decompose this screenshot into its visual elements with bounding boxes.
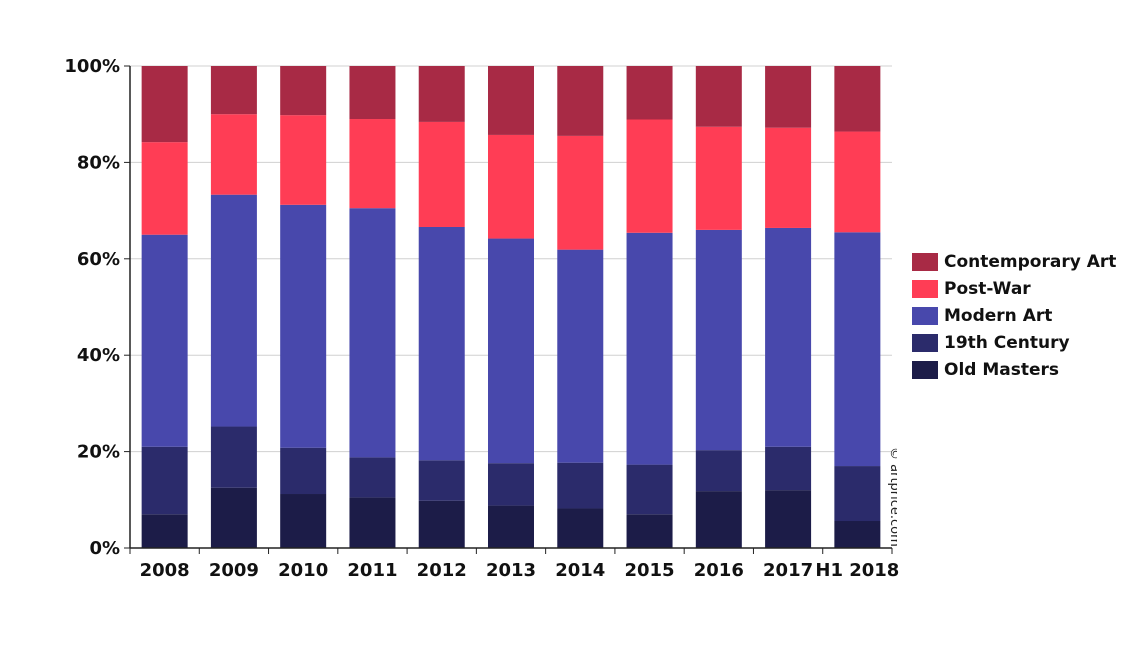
x-tick-label: 2008: [140, 560, 190, 581]
y-tick-labels: 0% 20% 40% 60% 80% 100%: [64, 56, 120, 559]
bar-segment: [210, 487, 257, 548]
bar-segment: [557, 66, 604, 136]
bar-segment: [626, 119, 673, 233]
legend-item: Post-War: [912, 275, 1116, 302]
bar-segment: [141, 234, 188, 447]
credit-text: © artprice.com: [887, 447, 897, 547]
y-tick-label: 0%: [89, 538, 120, 559]
bar-segment: [765, 66, 812, 128]
legend-item: Modern Art: [912, 302, 1116, 329]
bar-segment: [765, 227, 812, 447]
legend-label: Post-War: [944, 278, 1031, 299]
bar-segment: [695, 491, 742, 548]
legend-swatch: [912, 333, 938, 352]
bar-segment: [488, 66, 534, 135]
x-tick-label: 2009: [209, 560, 259, 581]
bar-segment: [834, 466, 881, 522]
y-tick-label: 60%: [77, 249, 120, 270]
bar-segment: [418, 460, 465, 501]
bar-segment: [280, 494, 327, 548]
bar-segment: [695, 450, 742, 492]
x-tick-label: 2017: [763, 560, 813, 581]
bar-segment: [695, 126, 742, 230]
bar-segment: [210, 426, 257, 488]
y-tick-label: 80%: [77, 152, 120, 173]
bar-segment: [834, 521, 881, 548]
bar-segment: [349, 457, 396, 498]
x-tick-label: H1 2018: [815, 560, 899, 581]
bar-segment: [834, 66, 881, 132]
bar-segment: [488, 134, 534, 239]
bar-segment: [834, 131, 881, 233]
legend-label: Modern Art: [944, 305, 1053, 326]
legend-swatch: [912, 252, 938, 271]
legend-swatch: [912, 360, 938, 379]
bar-segment: [349, 208, 396, 458]
bar-segment: [557, 249, 604, 463]
bar-segment: [626, 514, 673, 548]
bar-segment: [210, 66, 257, 115]
bar-segment: [488, 238, 534, 464]
x-tick-label: 2014: [555, 560, 605, 581]
bar-segment: [557, 135, 604, 250]
bar-segment: [349, 66, 396, 120]
x-tick-labels: 2008 2009 2010 2011 2012 2013 2014 2015 2016 2017…: [140, 560, 900, 581]
bar-segment: [557, 508, 604, 548]
axes: [124, 65, 893, 554]
bar-segment: [626, 464, 673, 515]
bar-segment: [695, 229, 742, 451]
x-tick-label: 2016: [694, 560, 744, 581]
legend-swatch: [912, 306, 938, 325]
x-tick-label: 2010: [278, 560, 328, 581]
bar-segment: [488, 505, 534, 548]
bar-segment: [141, 66, 188, 143]
bar-segment: [280, 204, 327, 448]
bar-segment: [834, 232, 881, 467]
bar-segment: [349, 119, 396, 209]
bar-segment: [695, 66, 742, 127]
legend-item: Contemporary Art: [912, 248, 1116, 275]
legend-swatch: [912, 279, 938, 298]
bar-segment: [280, 66, 327, 116]
bar-segment: [141, 514, 188, 548]
bar-segment: [210, 194, 257, 427]
bar-segment: [141, 446, 188, 515]
x-tick-label: 2013: [486, 560, 536, 581]
bar-segment: [280, 115, 327, 205]
x-tick-label: 2012: [417, 560, 467, 581]
bar-segment: [349, 497, 396, 548]
bars: [141, 66, 881, 548]
bar-segment: [418, 66, 465, 122]
legend: Contemporary Art Post-War Modern Art 19th C…: [912, 248, 1116, 383]
legend-label: Contemporary Art: [944, 251, 1117, 272]
y-tick-label: 40%: [77, 345, 120, 366]
credit-watermark: © artprice.com: [887, 447, 897, 547]
bar-segment: [765, 490, 812, 548]
bar-segment: [557, 462, 604, 509]
legend-item: Old Masters: [912, 356, 1116, 383]
bar-segment: [765, 446, 812, 491]
bar-segment: [418, 226, 465, 461]
y-tick-label: 20%: [77, 442, 120, 463]
bar-segment: [626, 66, 673, 120]
legend-label: 19th Century: [944, 332, 1070, 353]
bar-segment: [280, 447, 327, 495]
legend-item: 19th Century: [912, 329, 1116, 356]
bar-segment: [418, 121, 465, 227]
bar-segment: [210, 114, 257, 195]
bar-segment: [418, 500, 465, 548]
x-tick-label: 2011: [347, 560, 397, 581]
bar-segment: [488, 463, 534, 506]
bar-segment: [141, 142, 188, 235]
x-tick-label: 2015: [624, 560, 674, 581]
legend-label: Old Masters: [944, 359, 1060, 380]
bar-segment: [765, 127, 812, 228]
bar-segment: [626, 232, 673, 465]
y-tick-label: 100%: [64, 56, 120, 77]
